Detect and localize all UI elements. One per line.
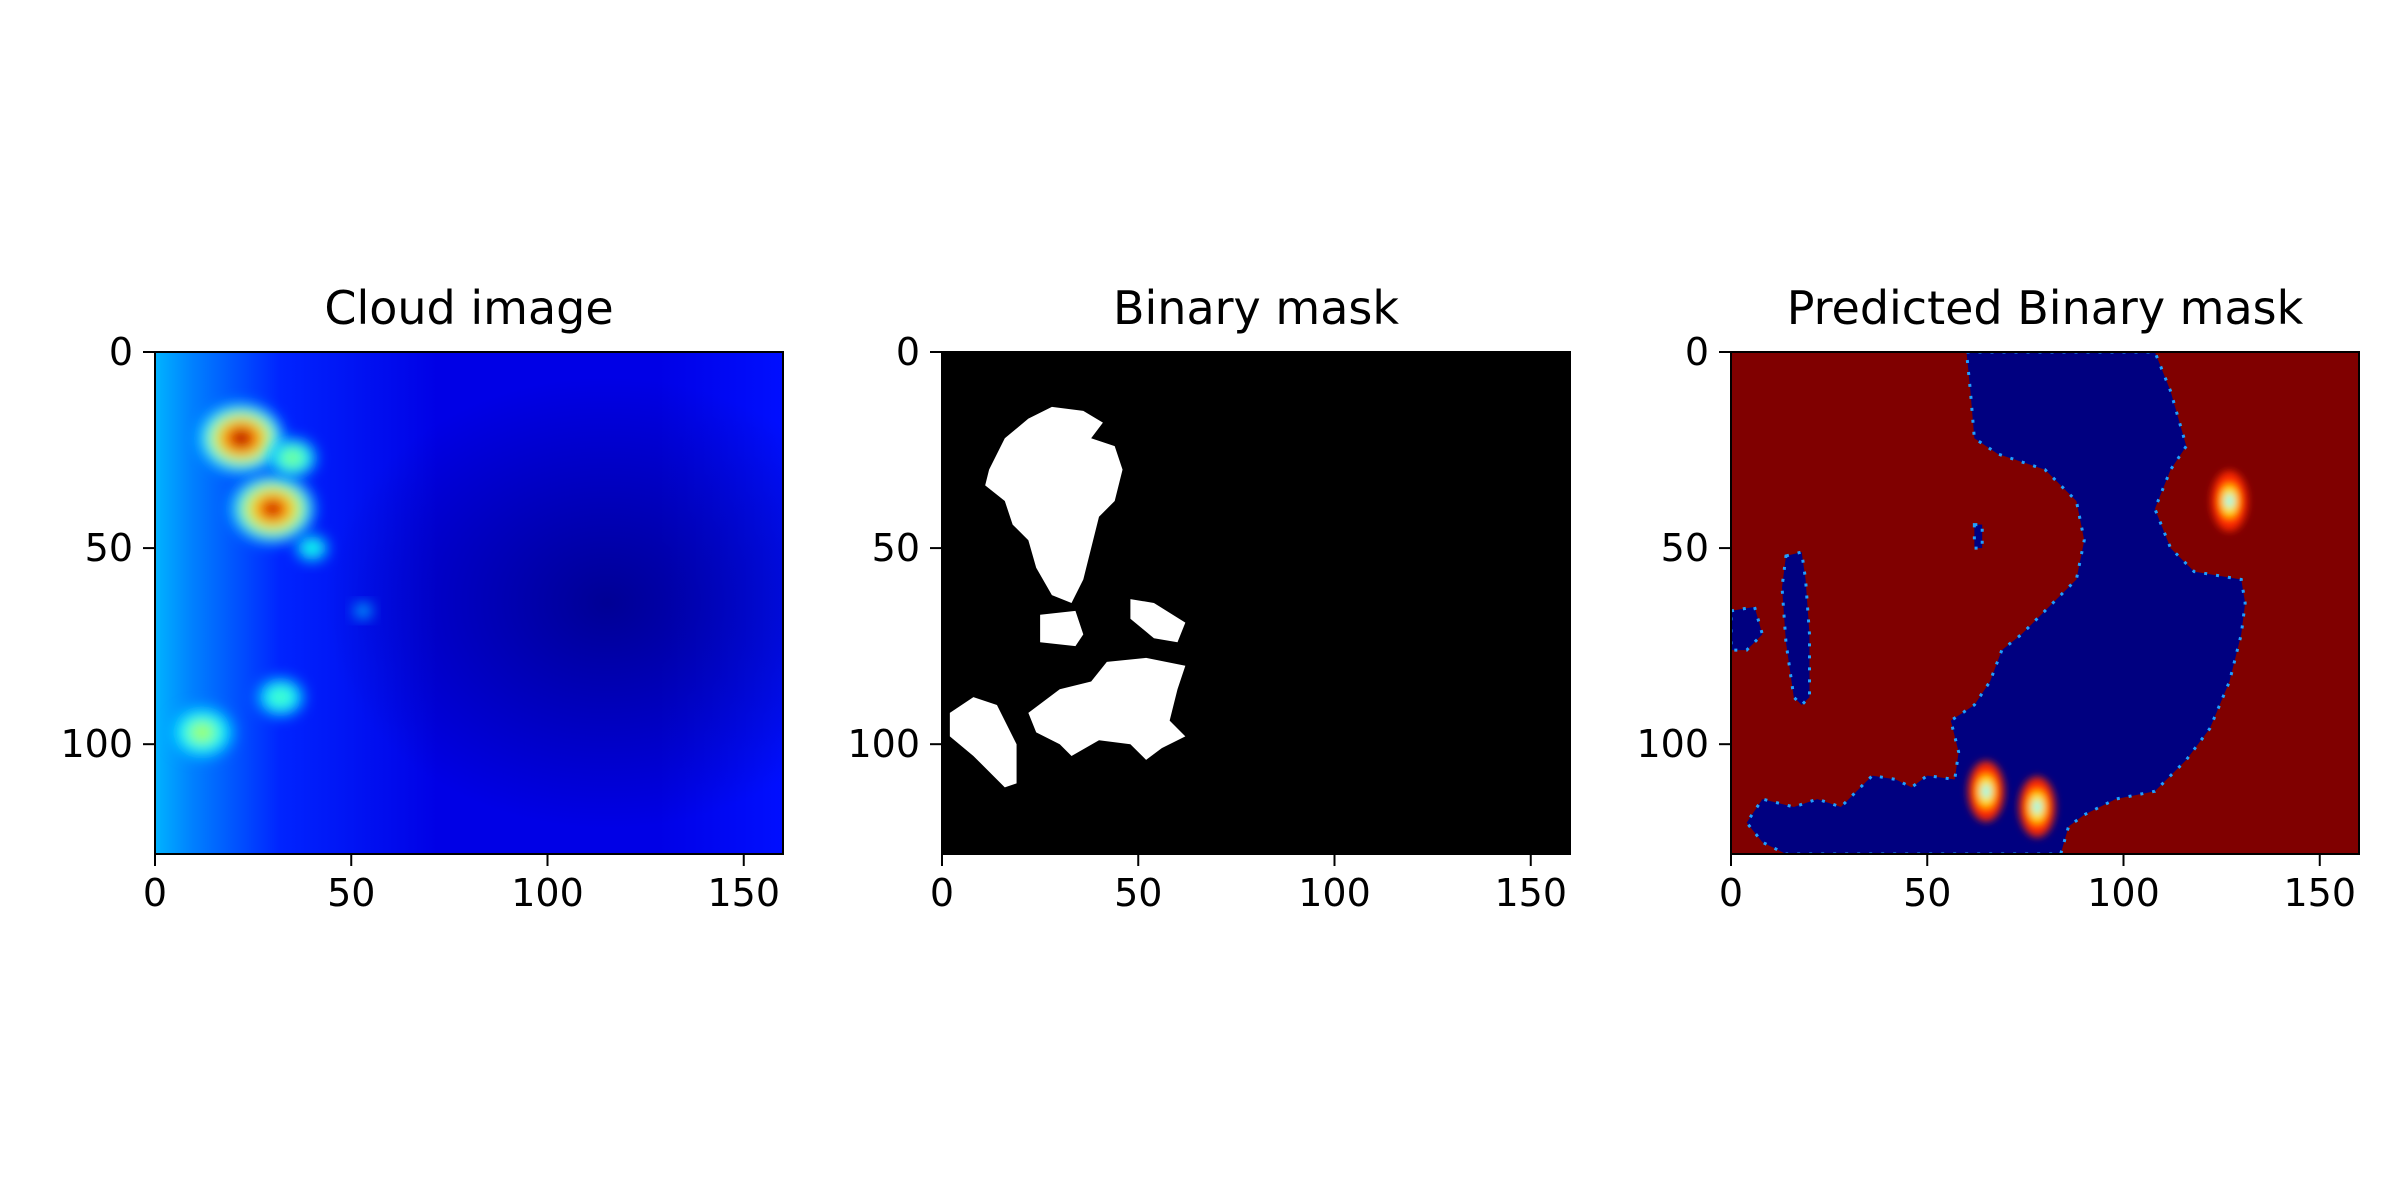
axis-ticks: 0 50 100 150 0 50 100	[1636, 330, 2356, 915]
hotspot-2	[269, 438, 316, 477]
x-tick-label: 150	[2283, 871, 2356, 915]
y-tick-label: 100	[60, 722, 133, 766]
hotspot-6	[354, 603, 372, 619]
x-tick-label: 100	[1298, 871, 1371, 915]
x-tick-label: 50	[327, 871, 375, 915]
hotspot-5	[170, 706, 235, 759]
axes-frame	[154, 351, 784, 855]
mask-region-4	[1028, 657, 1186, 760]
x-tick-label: 0	[930, 871, 954, 915]
predicted-region-0	[1744, 352, 2247, 854]
panel-cloud-image: Cloud image 0 50 100 150 0 50 100	[60, 281, 784, 915]
heatmap-image	[154, 351, 784, 855]
y-tick-label: 50	[85, 526, 133, 570]
predicted-hotspot-0	[2211, 471, 2248, 532]
axes-frame	[1730, 351, 2360, 855]
y-tick-label: 100	[847, 722, 920, 766]
mask-image	[941, 351, 1571, 855]
axis-ticks: 0 50 100 150 0 50 100	[60, 330, 780, 915]
hotspot-0	[199, 404, 284, 473]
mask-region-0	[985, 406, 1123, 603]
x-tick-label: 0	[1719, 871, 1743, 915]
mask-region-3	[949, 697, 1017, 788]
x-tick-label: 100	[511, 871, 584, 915]
y-tick-label: 50	[872, 526, 920, 570]
axes-frame	[941, 351, 1571, 855]
panel-title: Cloud image	[324, 281, 613, 335]
x-tick-label: 50	[1114, 871, 1162, 915]
predicted-region-2	[1731, 605, 1765, 652]
y-tick-label: 100	[1636, 722, 1709, 766]
panel-binary-mask: Binary mask 0 50 100 150 0 50 100	[847, 281, 1571, 915]
mask-region-1	[1040, 610, 1084, 647]
y-tick-label: 0	[109, 330, 133, 374]
predicted-hotspot-1	[1968, 761, 2005, 822]
hotspot-1	[230, 474, 315, 544]
y-tick-label: 0	[1685, 330, 1709, 374]
x-tick-label: 150	[707, 871, 780, 915]
predicted-region-1	[1780, 550, 1811, 708]
panel-predicted-binary-mask: Predicted Binary mask 0 50 100 150 0 50 100	[1636, 281, 2360, 915]
mask-region-2	[1130, 599, 1186, 643]
axis-ticks: 0 50 100 150 0 50 100	[847, 330, 1567, 915]
x-tick-label: 50	[1903, 871, 1951, 915]
y-tick-label: 50	[1661, 526, 1709, 570]
predicted-mask-image	[1730, 351, 2360, 855]
hotspot-3	[296, 535, 328, 561]
x-tick-label: 100	[2087, 871, 2160, 915]
predicted-region-3	[1972, 523, 1984, 550]
x-tick-label: 150	[1494, 871, 1567, 915]
x-tick-label: 0	[143, 871, 167, 915]
panel-title: Binary mask	[1113, 281, 1399, 335]
panel-title: Predicted Binary mask	[1787, 281, 2304, 335]
y-tick-label: 0	[896, 330, 920, 374]
hotspot-4	[257, 678, 304, 717]
predicted-hotspot-2	[2019, 776, 2056, 837]
